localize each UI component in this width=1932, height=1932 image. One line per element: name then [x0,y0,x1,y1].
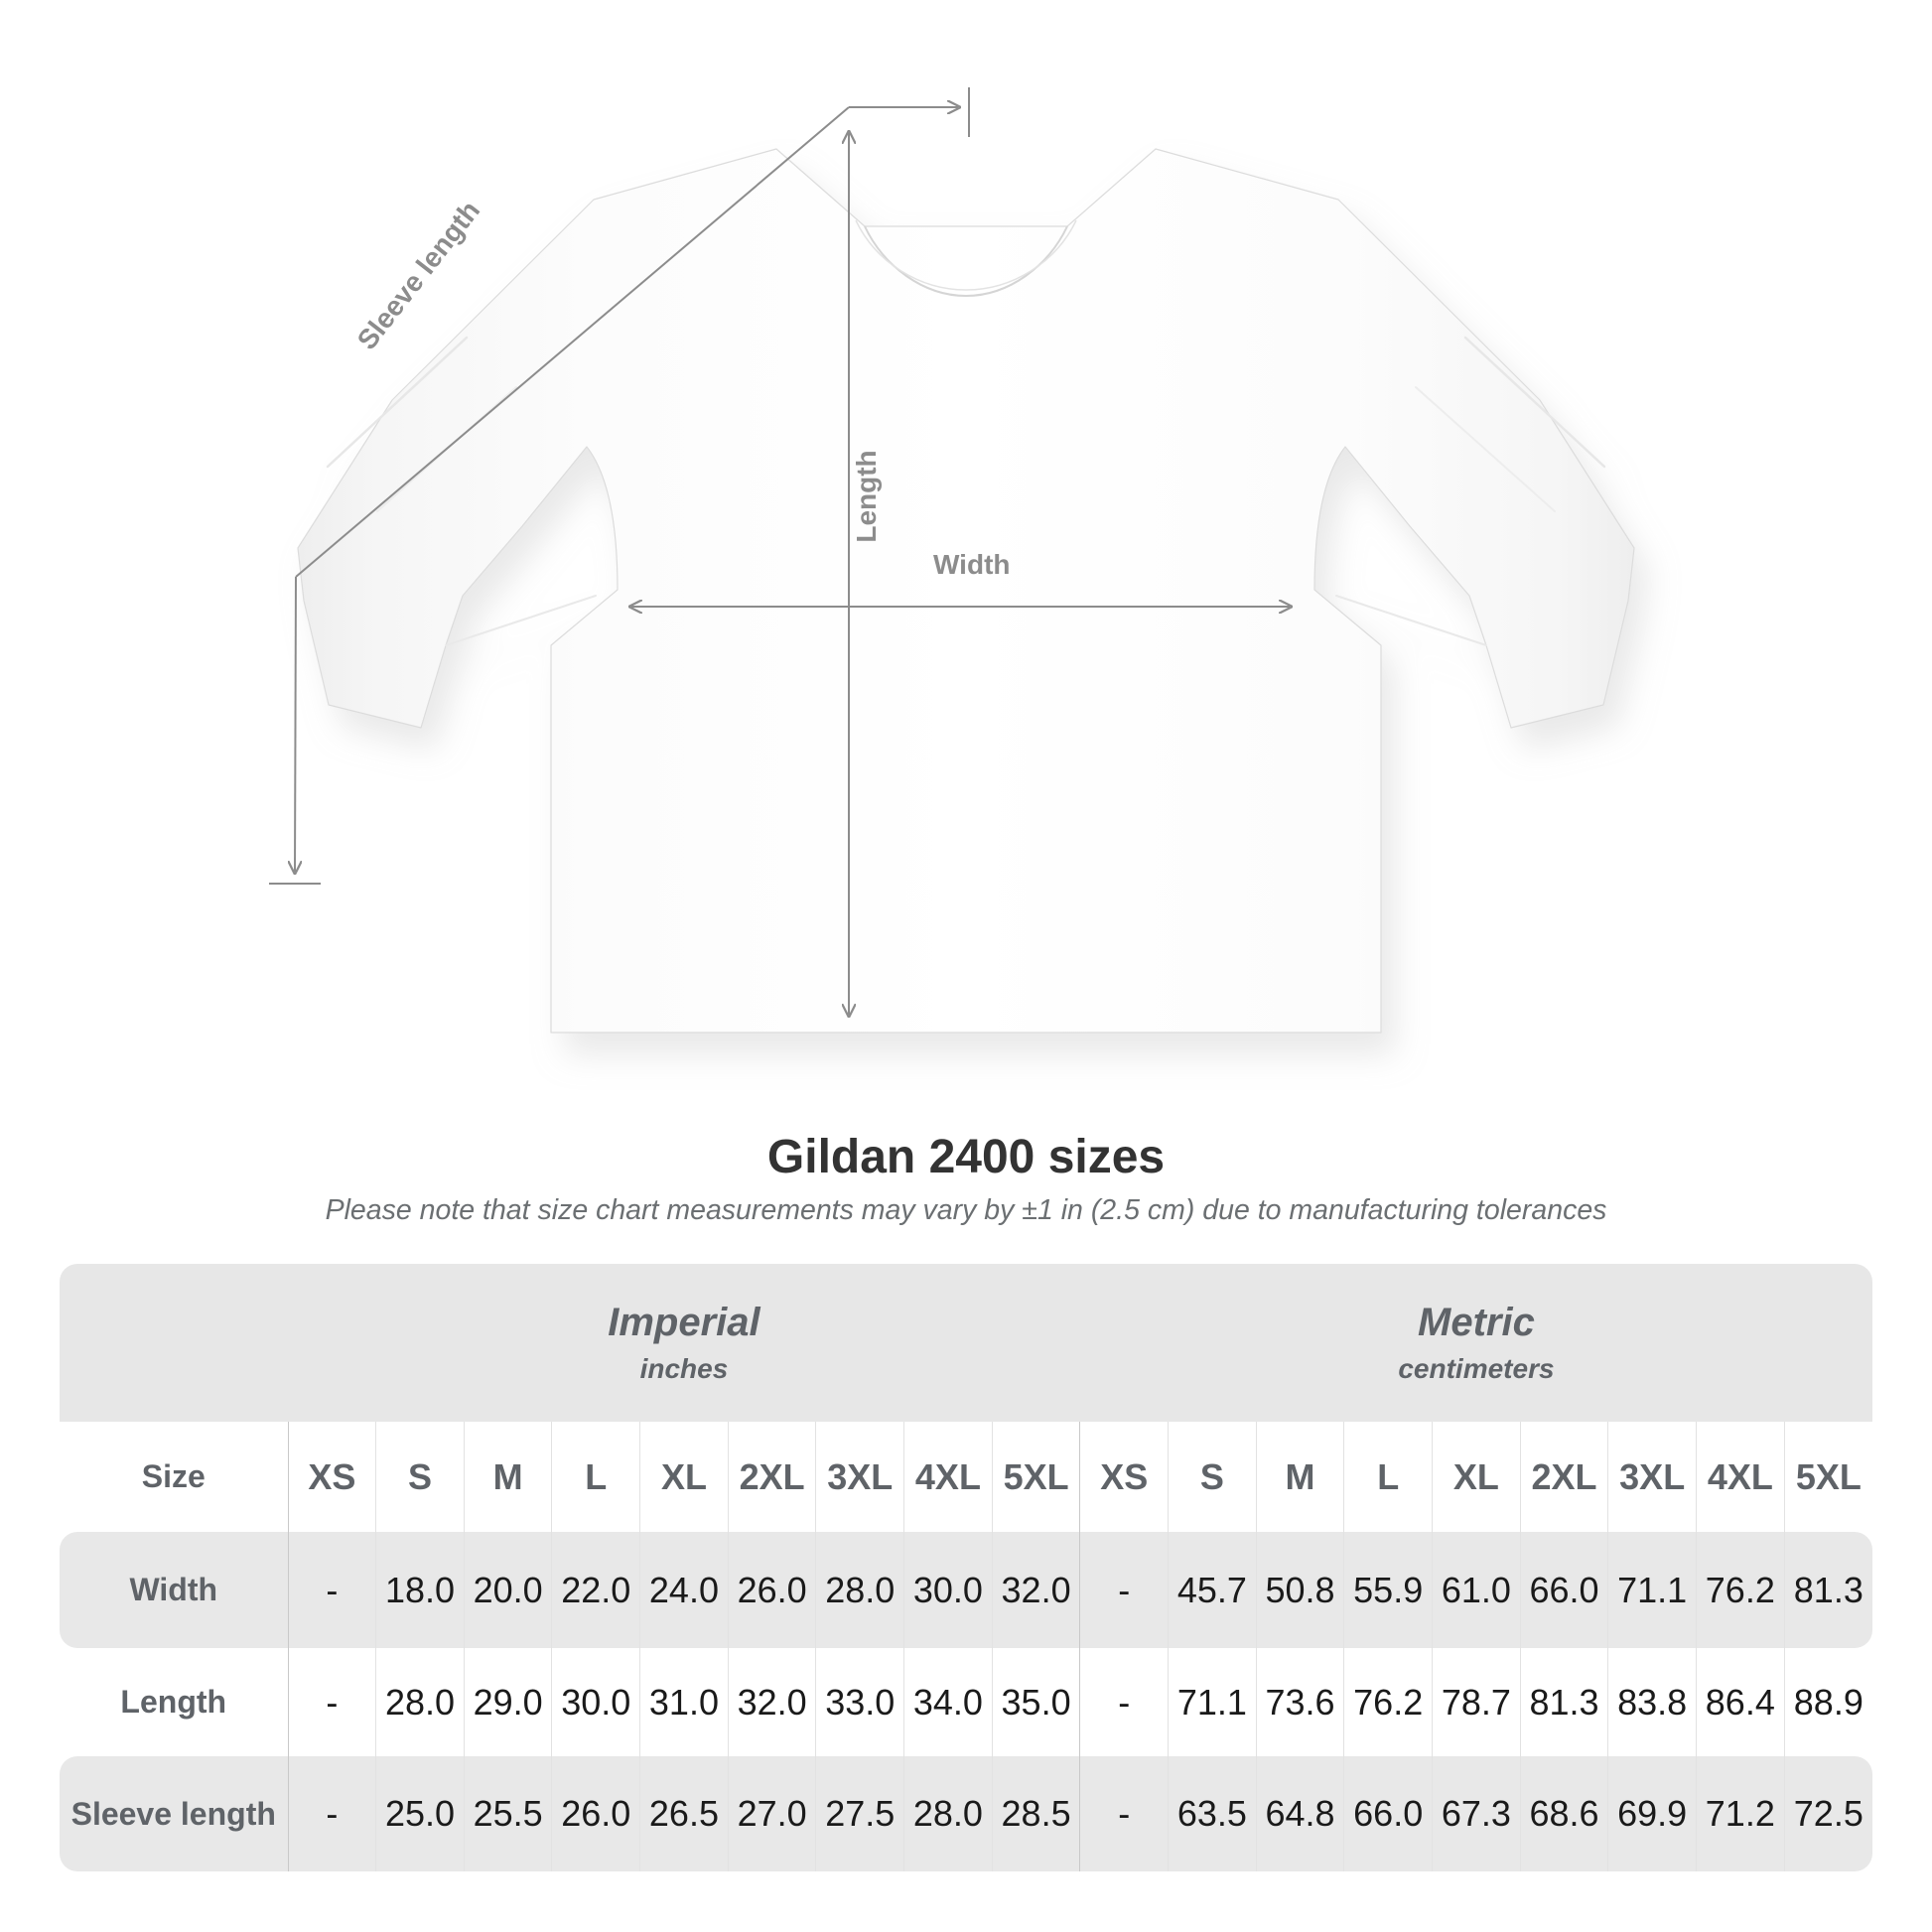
svg-text:Width: Width [933,549,1011,580]
svg-text:Length: Length [851,450,882,542]
